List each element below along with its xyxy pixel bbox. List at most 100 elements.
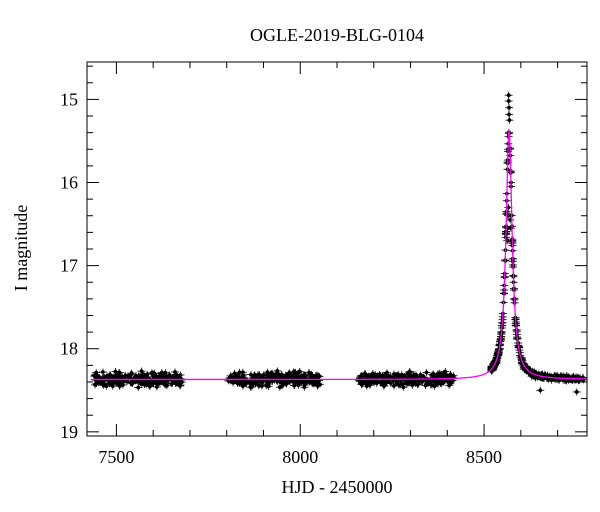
data-point bbox=[423, 379, 432, 387]
data-point bbox=[302, 385, 307, 390]
data-point bbox=[104, 384, 109, 389]
data-point bbox=[410, 383, 415, 388]
data-point bbox=[151, 371, 156, 376]
data-point bbox=[128, 380, 133, 385]
data-point bbox=[422, 368, 431, 376]
data-point bbox=[372, 380, 376, 385]
data-point bbox=[373, 372, 382, 380]
data-point bbox=[309, 373, 314, 378]
data-point bbox=[98, 368, 107, 376]
data-point bbox=[414, 372, 418, 377]
data-point bbox=[307, 370, 311, 375]
data-point bbox=[140, 381, 149, 389]
data-point bbox=[408, 381, 417, 389]
data-point bbox=[424, 370, 429, 375]
data-point bbox=[357, 381, 366, 389]
data-point bbox=[423, 383, 428, 388]
data-point bbox=[277, 385, 282, 390]
data-point bbox=[317, 374, 322, 379]
data-point bbox=[308, 379, 312, 384]
data-point bbox=[106, 371, 115, 379]
data-point bbox=[240, 374, 245, 378]
data-point bbox=[507, 112, 511, 117]
data-point bbox=[165, 374, 170, 379]
y-tick-label: 17 bbox=[60, 256, 78, 276]
data-point bbox=[149, 380, 154, 385]
data-point bbox=[160, 380, 169, 388]
data-points bbox=[90, 91, 588, 396]
data-point bbox=[431, 373, 436, 378]
data-point bbox=[241, 384, 245, 388]
tick-labels: 7500 8000 8500 15 16 17 18 19 bbox=[60, 89, 502, 467]
data-point bbox=[245, 379, 249, 384]
data-point bbox=[398, 380, 407, 388]
data-point bbox=[538, 388, 543, 393]
data-point bbox=[394, 379, 399, 383]
data-point bbox=[272, 375, 277, 380]
data-point bbox=[507, 118, 512, 123]
data-point bbox=[239, 381, 244, 386]
y-tick-label: 16 bbox=[60, 173, 78, 193]
data-point bbox=[108, 373, 113, 378]
data-point bbox=[100, 370, 105, 374]
data-point bbox=[236, 375, 241, 380]
y-tick-label: 19 bbox=[60, 422, 78, 442]
data-point bbox=[383, 381, 388, 386]
data-point bbox=[102, 375, 107, 380]
data-point bbox=[293, 370, 298, 375]
axis-ticks bbox=[87, 62, 587, 436]
data-point bbox=[506, 99, 511, 103]
data-point bbox=[315, 372, 324, 380]
data-point bbox=[113, 369, 118, 374]
data-point bbox=[447, 374, 452, 379]
peak-data-point bbox=[572, 388, 581, 396]
data-point bbox=[396, 372, 401, 377]
data-point bbox=[507, 105, 511, 110]
data-point bbox=[388, 381, 393, 386]
data-point bbox=[404, 370, 413, 378]
data-point bbox=[178, 383, 182, 388]
data-point bbox=[240, 370, 245, 375]
data-point bbox=[91, 381, 100, 389]
data-point bbox=[418, 373, 423, 377]
x-tick-label: 8000 bbox=[282, 447, 318, 467]
data-point bbox=[111, 367, 120, 375]
data-point bbox=[92, 369, 101, 377]
data-point bbox=[429, 372, 438, 380]
data-point bbox=[364, 384, 369, 389]
data-point bbox=[574, 390, 579, 394]
data-point bbox=[368, 382, 373, 386]
peak-data-point bbox=[504, 97, 513, 105]
data-point bbox=[171, 375, 176, 380]
data-point bbox=[363, 372, 368, 376]
data-point bbox=[162, 382, 167, 386]
data-point bbox=[127, 369, 136, 377]
data-point bbox=[250, 371, 259, 379]
data-point bbox=[450, 378, 455, 383]
peak-data-point bbox=[505, 104, 514, 112]
data-point bbox=[159, 371, 164, 376]
data-point bbox=[229, 379, 238, 387]
data-point bbox=[247, 383, 256, 391]
data-point bbox=[406, 371, 410, 376]
data-point bbox=[392, 383, 396, 388]
data-point bbox=[134, 383, 143, 391]
data-point bbox=[316, 383, 320, 388]
data-point bbox=[506, 93, 511, 98]
data-point bbox=[282, 380, 291, 388]
data-point bbox=[139, 369, 144, 374]
chart-title: OGLE-2019-BLG-0104 bbox=[250, 25, 424, 45]
data-point bbox=[431, 378, 440, 386]
data-point bbox=[360, 373, 364, 378]
data-point bbox=[284, 381, 289, 386]
model-curve bbox=[90, 128, 587, 381]
data-point bbox=[383, 373, 392, 381]
data-point bbox=[136, 385, 141, 390]
x-axis-label: HJD - 2450000 bbox=[282, 477, 393, 497]
data-point bbox=[375, 373, 380, 378]
data-point bbox=[300, 376, 309, 384]
data-point bbox=[385, 370, 389, 375]
x-tick-label: 7500 bbox=[98, 447, 134, 467]
data-point bbox=[145, 372, 150, 377]
